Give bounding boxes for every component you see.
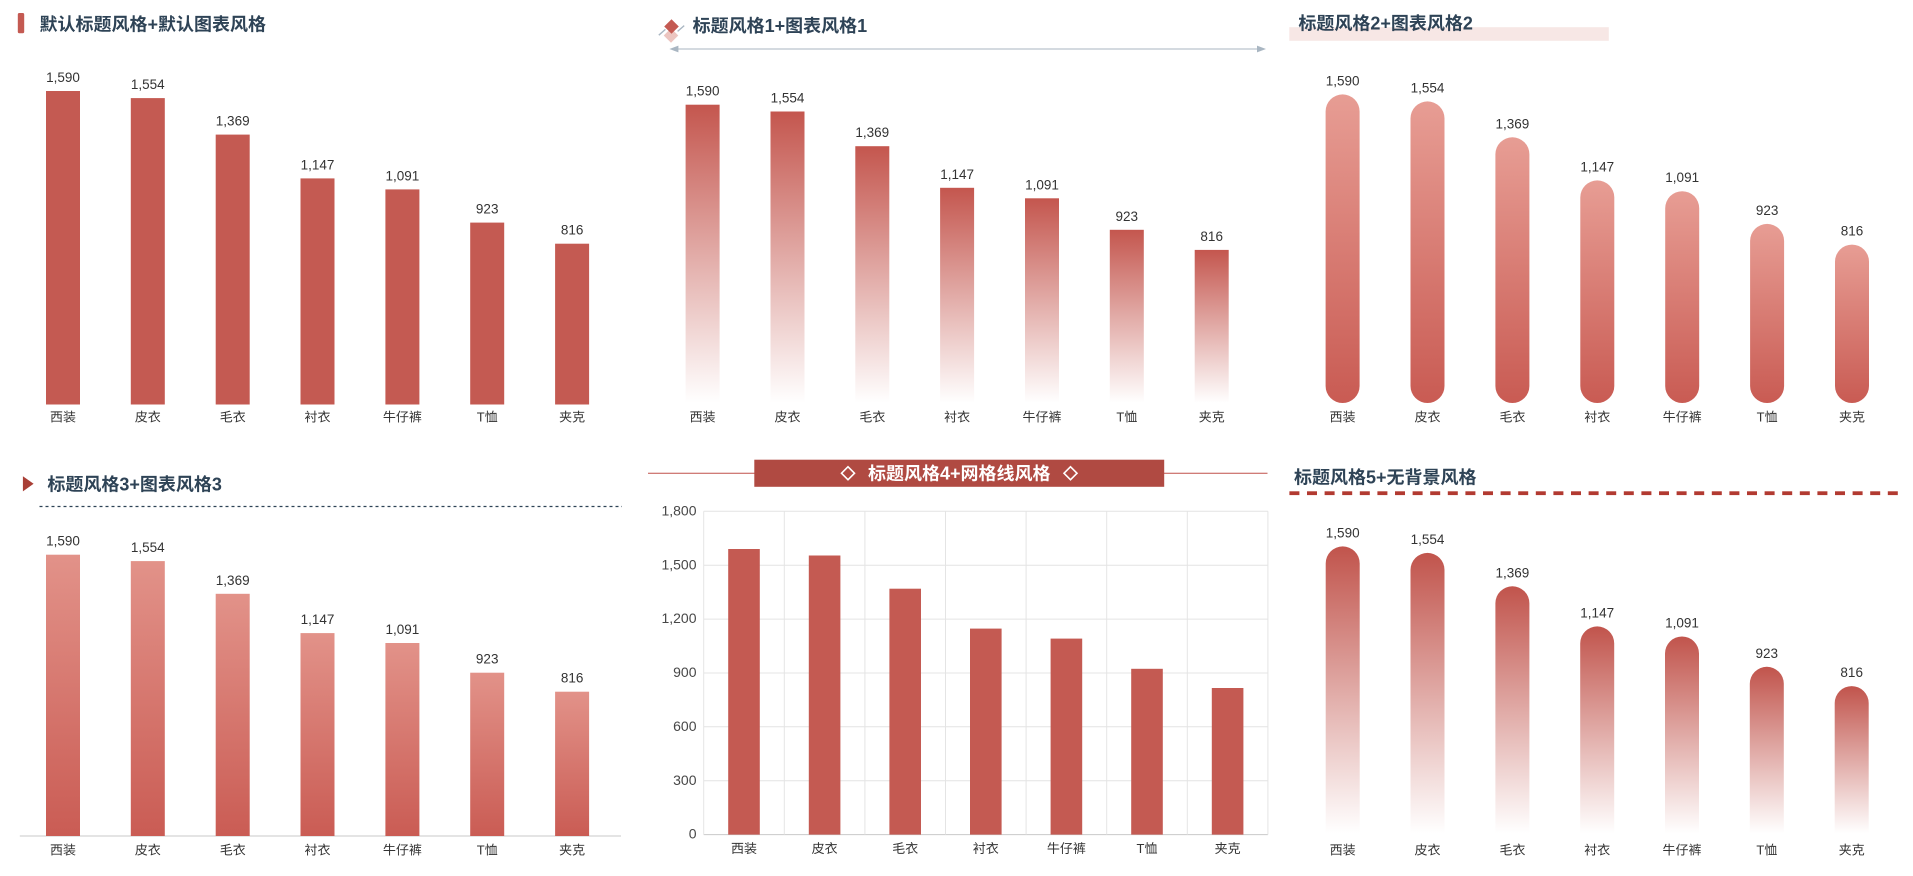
svg-text:816: 816 <box>1841 224 1864 239</box>
svg-text:1,369: 1,369 <box>855 125 889 140</box>
svg-text:1,147: 1,147 <box>301 157 335 172</box>
svg-text:1,091: 1,091 <box>1665 170 1699 185</box>
svg-text:923: 923 <box>476 202 499 217</box>
svg-text:816: 816 <box>561 223 584 238</box>
svg-text:1: 1 <box>857 16 867 36</box>
svg-text:5+: 5+ <box>1366 468 1387 488</box>
svg-text:300: 300 <box>673 772 697 788</box>
svg-text:1,590: 1,590 <box>1326 73 1360 88</box>
svg-text:T: T <box>1756 843 1764 858</box>
svg-text:923: 923 <box>1116 209 1139 224</box>
svg-text:2+: 2+ <box>1370 14 1391 34</box>
svg-text:1,500: 1,500 <box>661 556 696 572</box>
svg-text:1,091: 1,091 <box>1025 177 1059 192</box>
svg-text:1,590: 1,590 <box>686 84 720 99</box>
svg-text:1,590: 1,590 <box>1326 525 1360 540</box>
svg-text:1,554: 1,554 <box>131 540 165 555</box>
svg-text:1,091: 1,091 <box>1665 616 1699 631</box>
svg-text:1,369: 1,369 <box>216 114 250 129</box>
svg-text:1,369: 1,369 <box>216 573 250 588</box>
svg-text:1,147: 1,147 <box>1580 605 1614 620</box>
svg-text:1,369: 1,369 <box>1496 565 1530 580</box>
svg-text:1,590: 1,590 <box>46 70 80 85</box>
svg-text:1,200: 1,200 <box>661 610 696 626</box>
svg-text:923: 923 <box>1756 646 1779 661</box>
svg-text:1,554: 1,554 <box>1411 532 1445 547</box>
svg-text:816: 816 <box>561 671 584 686</box>
svg-text:1,091: 1,091 <box>386 168 420 183</box>
svg-text:1,554: 1,554 <box>131 77 165 92</box>
svg-text:1,147: 1,147 <box>940 167 974 182</box>
svg-text:+: + <box>148 15 159 35</box>
svg-text:1,590: 1,590 <box>46 534 80 549</box>
svg-text:816: 816 <box>1840 665 1863 680</box>
svg-text:1,147: 1,147 <box>1580 159 1614 174</box>
svg-text:T: T <box>1116 410 1124 425</box>
svg-text:600: 600 <box>673 718 697 734</box>
svg-text:923: 923 <box>1756 203 1779 218</box>
svg-text:3+: 3+ <box>119 475 140 495</box>
svg-text:923: 923 <box>476 652 499 667</box>
svg-text:1,554: 1,554 <box>771 91 805 106</box>
svg-text:1,147: 1,147 <box>301 612 335 627</box>
svg-text:T: T <box>477 410 485 425</box>
svg-text:1,800: 1,800 <box>661 502 696 518</box>
svg-text:816: 816 <box>1200 229 1223 244</box>
svg-text:T: T <box>1137 841 1145 856</box>
svg-text:T: T <box>477 843 485 858</box>
svg-text:1+: 1+ <box>765 16 786 36</box>
svg-text:1,369: 1,369 <box>1496 116 1530 131</box>
svg-text:900: 900 <box>673 664 697 680</box>
svg-text:1,554: 1,554 <box>1411 80 1445 95</box>
svg-text:T: T <box>1757 410 1765 425</box>
svg-text:3: 3 <box>212 475 222 495</box>
svg-text:1,091: 1,091 <box>386 622 420 637</box>
svg-text:0: 0 <box>689 826 697 842</box>
svg-text:4+: 4+ <box>940 464 961 484</box>
svg-text:2: 2 <box>1463 14 1473 34</box>
